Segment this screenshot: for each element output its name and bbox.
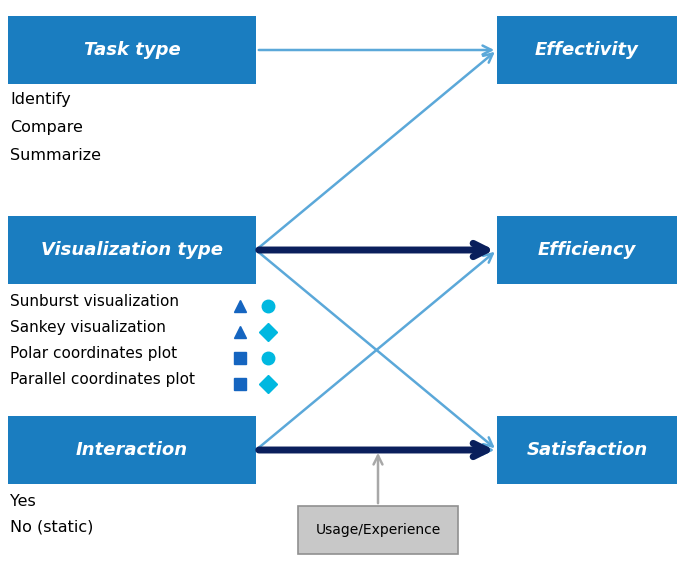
FancyBboxPatch shape	[497, 416, 677, 484]
Text: No (static): No (static)	[10, 520, 93, 535]
Text: Compare: Compare	[10, 120, 83, 135]
FancyBboxPatch shape	[497, 16, 677, 84]
FancyBboxPatch shape	[298, 506, 458, 554]
Text: Efficiency: Efficiency	[538, 241, 636, 259]
Text: Summarize: Summarize	[10, 148, 101, 163]
Text: Identify: Identify	[10, 92, 71, 107]
Text: Sankey visualization: Sankey visualization	[10, 320, 166, 335]
FancyBboxPatch shape	[8, 16, 256, 84]
Text: Visualization type: Visualization type	[41, 241, 223, 259]
Text: Usage/Experience: Usage/Experience	[315, 523, 440, 537]
FancyBboxPatch shape	[8, 416, 256, 484]
FancyBboxPatch shape	[8, 216, 256, 284]
Text: Yes: Yes	[10, 494, 36, 509]
Text: Task type: Task type	[84, 41, 180, 59]
Text: Parallel coordinates plot: Parallel coordinates plot	[10, 372, 195, 387]
FancyBboxPatch shape	[497, 216, 677, 284]
Text: Effectivity: Effectivity	[535, 41, 639, 59]
Text: Interaction: Interaction	[76, 441, 188, 459]
Text: Satisfaction: Satisfaction	[526, 441, 647, 459]
Text: Polar coordinates plot: Polar coordinates plot	[10, 346, 177, 361]
Text: Sunburst visualization: Sunburst visualization	[10, 294, 179, 309]
